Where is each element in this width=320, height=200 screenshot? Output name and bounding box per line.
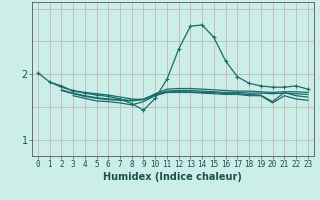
- X-axis label: Humidex (Indice chaleur): Humidex (Indice chaleur): [103, 172, 242, 182]
